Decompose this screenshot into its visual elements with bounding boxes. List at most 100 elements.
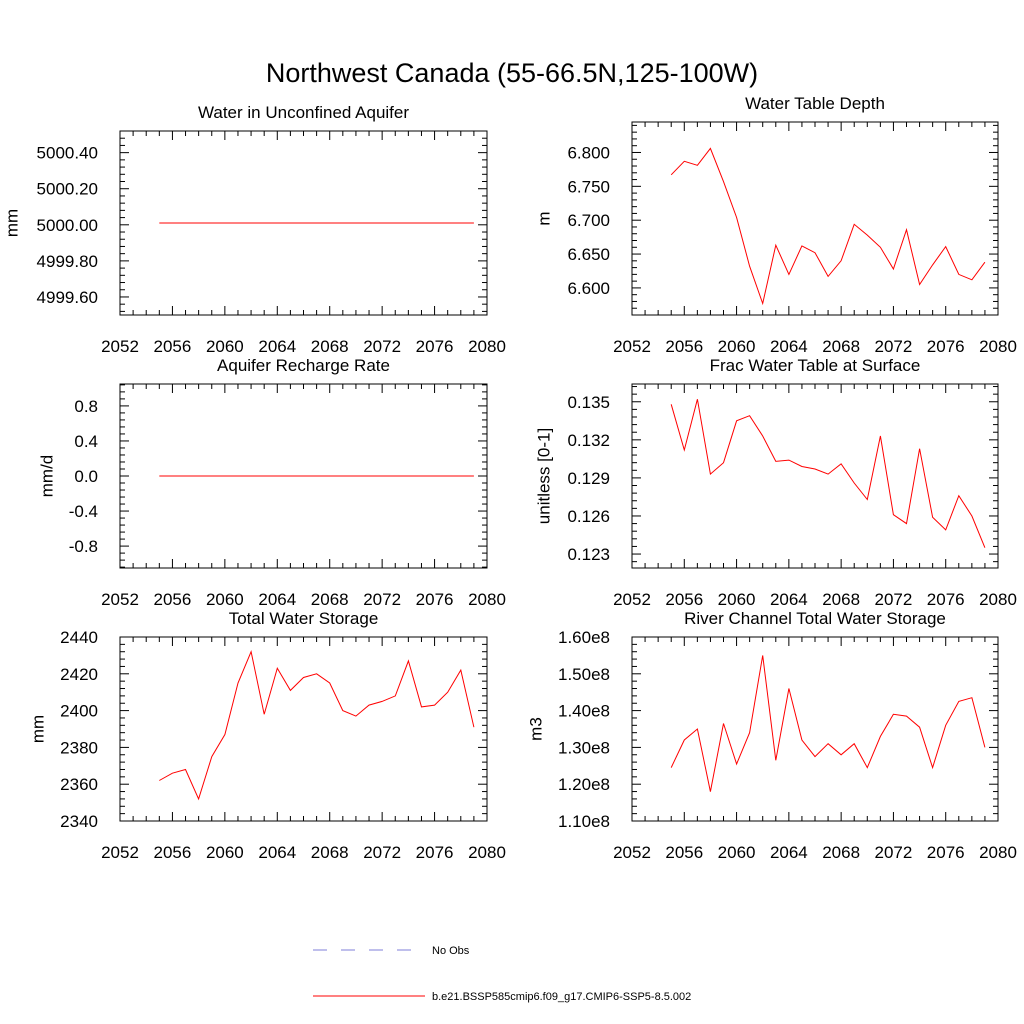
y-axis-label: mm/d xyxy=(38,455,57,498)
x-tick-label: 2064 xyxy=(770,843,808,862)
panel-title: River Channel Total Water Storage xyxy=(684,609,946,628)
x-tick-label: 2076 xyxy=(927,337,965,356)
series-line xyxy=(670,655,986,792)
x-tick-label: 2080 xyxy=(979,843,1017,862)
y-tick-label: 2360 xyxy=(60,775,98,794)
x-tick-label: 2060 xyxy=(718,337,756,356)
x-tick-label: 2052 xyxy=(101,843,139,862)
legend-label-model: b.e21.BSSP585cmip6.f09_g17.CMIP6-SSP5-8.… xyxy=(432,991,691,1003)
legend: No Obs b.e21.BSSP585cmip6.f09_g17.CMIP6-… xyxy=(313,945,691,1003)
series-line xyxy=(670,147,986,306)
x-tick-label: 2052 xyxy=(613,590,651,609)
x-tick-label: 2056 xyxy=(665,590,703,609)
y-axis-label: m3 xyxy=(527,717,546,741)
x-tick-label: 2056 xyxy=(154,590,192,609)
x-tick-label: 2064 xyxy=(258,337,296,356)
y-tick-label: 0.123 xyxy=(567,545,610,564)
x-tick-label: 2072 xyxy=(875,590,913,609)
y-tick-label: -0.4 xyxy=(69,502,98,521)
y-tick-label: 1.20e8 xyxy=(558,775,610,794)
x-tick-label: 2052 xyxy=(101,590,139,609)
x-tick-label: 2064 xyxy=(770,590,808,609)
x-tick-label: 2068 xyxy=(822,843,860,862)
x-tick-label: 2056 xyxy=(154,337,192,356)
x-tick-label: 2064 xyxy=(258,590,296,609)
x-tick-label: 2068 xyxy=(311,843,349,862)
plot-frame xyxy=(119,636,488,822)
x-tick-label: 2060 xyxy=(206,337,244,356)
y-tick-label: 2380 xyxy=(60,738,98,757)
y-tick-label: 0.4 xyxy=(74,432,98,451)
y-tick-label: 6.650 xyxy=(567,245,610,264)
y-tick-label: 0.0 xyxy=(74,467,98,486)
x-tick-label: 2052 xyxy=(613,843,651,862)
panel-title: Water in Unconfined Aquifer xyxy=(198,103,409,122)
y-tick-label: 6.750 xyxy=(567,177,610,196)
y-tick-label: 1.10e8 xyxy=(558,812,610,831)
panel-title: Aquifer Recharge Rate xyxy=(217,356,390,375)
x-tick-label: 2060 xyxy=(718,843,756,862)
series-line xyxy=(670,399,986,548)
chart-panel-2: Water Table Depth 2052 2056 2060 2064 2068 207… xyxy=(535,94,1017,356)
y-tick-label: 6.600 xyxy=(567,279,610,298)
x-tick-label: 2068 xyxy=(311,590,349,609)
y-tick-label: 0.126 xyxy=(567,507,610,526)
x-tick-label: 2076 xyxy=(927,843,965,862)
x-tick-label: 2076 xyxy=(927,590,965,609)
panel-title: Water Table Depth xyxy=(745,94,885,113)
x-tick-label: 2072 xyxy=(363,843,401,862)
x-tick-label: 2052 xyxy=(613,337,651,356)
x-tick-label: 2080 xyxy=(979,337,1017,356)
y-axis-label: m xyxy=(535,211,554,225)
y-tick-label: 0.129 xyxy=(567,469,610,488)
x-tick-label: 2060 xyxy=(206,843,244,862)
figure-title: Northwest Canada (55-66.5N,125-100W) xyxy=(266,58,758,88)
panel-title: Frac Water Table at Surface xyxy=(710,356,921,375)
x-tick-label: 2072 xyxy=(875,337,913,356)
y-tick-label: 4999.80 xyxy=(37,252,98,271)
x-tick-label: 2056 xyxy=(665,337,703,356)
x-tick-label: 2076 xyxy=(416,590,454,609)
x-tick-label: 2060 xyxy=(206,590,244,609)
y-tick-label: 0.132 xyxy=(567,431,610,450)
y-tick-label: 6.800 xyxy=(567,143,610,162)
x-tick-label: 2068 xyxy=(822,590,860,609)
x-tick-label: 2076 xyxy=(416,337,454,356)
y-tick-label: 1.30e8 xyxy=(558,738,610,757)
chart-panel-1: Water in Unconfined Aquifer 2052 2056 2060 2… xyxy=(3,103,506,356)
y-tick-label: -0.8 xyxy=(69,537,98,556)
x-tick-label: 2072 xyxy=(875,843,913,862)
legend-label-no-obs: No Obs xyxy=(432,945,470,957)
x-tick-label: 2056 xyxy=(665,843,703,862)
x-tick-label: 2080 xyxy=(468,337,506,356)
y-tick-label: 5000.40 xyxy=(37,144,98,163)
y-axis-label: mm xyxy=(3,209,22,237)
y-tick-label: 1.50e8 xyxy=(558,665,610,684)
y-tick-label: 2400 xyxy=(60,702,98,721)
x-tick-label: 2052 xyxy=(101,337,139,356)
y-tick-label: 2440 xyxy=(60,628,98,647)
x-tick-label: 2080 xyxy=(468,843,506,862)
series-line xyxy=(159,650,475,801)
y-tick-label: 6.700 xyxy=(567,211,610,230)
chart-panel-3: Aquifer Recharge Rate 2052 2056 2060 2064 206… xyxy=(38,356,506,609)
panel-title: Total Water Storage xyxy=(229,609,379,628)
chart-panel-5: Total Water Storage 2052 2056 2060 2064 2068 2… xyxy=(29,609,506,862)
chart-panel-4: Frac Water Table at Surface 2052 2056 2060 2… xyxy=(535,356,1017,609)
y-tick-label: 5000.00 xyxy=(37,216,98,235)
x-tick-label: 2064 xyxy=(770,337,808,356)
y-tick-label: 0.8 xyxy=(74,397,98,416)
plot-frame xyxy=(631,121,999,316)
x-tick-label: 2080 xyxy=(979,590,1017,609)
x-tick-label: 2076 xyxy=(416,843,454,862)
x-tick-label: 2080 xyxy=(468,590,506,609)
y-tick-label: 5000.20 xyxy=(37,180,98,199)
x-tick-label: 2072 xyxy=(363,337,401,356)
y-tick-label: 2420 xyxy=(60,665,98,684)
chart-panel-6: River Channel Total Water Storage 2052 205… xyxy=(527,609,1017,862)
x-tick-label: 2056 xyxy=(154,843,192,862)
plot-frame xyxy=(631,383,999,569)
plot-frame xyxy=(631,636,999,822)
y-axis-label: unitless [0-1] xyxy=(535,428,554,524)
